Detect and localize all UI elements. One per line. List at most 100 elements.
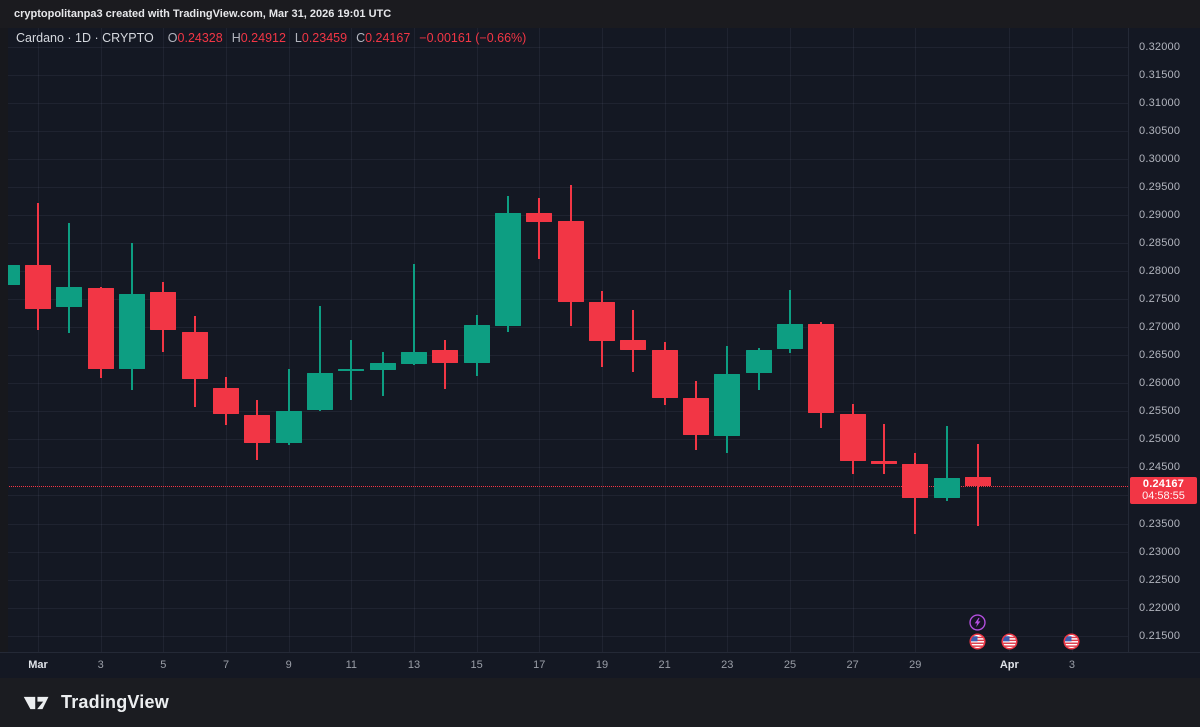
tradingview-logomark-icon [22, 692, 52, 714]
price-gridline [0, 158, 1128, 160]
change-value: −0.00161 (−0.66%) [419, 31, 527, 45]
candle-wick [319, 305, 321, 412]
candle-body [87, 288, 114, 370]
candle-wick [882, 423, 885, 475]
ohlc-low-value: 0.23459 [301, 31, 348, 45]
time-tick-label: 15 [470, 659, 483, 671]
us-flag-marker-icon[interactable] [969, 632, 986, 650]
price-tick-label: 0.27500 [1139, 293, 1181, 305]
price-tick-label: 0.30500 [1139, 124, 1181, 137]
price-tick-label: 0.22000 [1139, 601, 1181, 614]
ohlc-close-value: 0.24167 [365, 31, 411, 45]
pane-left-edge [0, 28, 8, 652]
candle-body [150, 292, 177, 331]
price-axis[interactable]: 0.24167 04:58:55 0.32000 0.31500 0.31000 0.… [1128, 28, 1200, 652]
time-gridline [38, 28, 39, 652]
candle-body [964, 477, 991, 486]
price-tick-label: 0.21500 [1139, 629, 1181, 642]
time-gridline [915, 28, 917, 652]
ohlc-close-label: C [356, 31, 366, 45]
bar-countdown: 04:58:55 [1142, 490, 1185, 503]
legend: Cardano · 1D · CRYPTO O0.24328 H0.24912 L0.… [16, 31, 526, 45]
price-gridline [0, 523, 1128, 525]
chart-plot[interactable] [0, 28, 1128, 652]
candle-wick [413, 263, 415, 365]
time-gridline [539, 28, 541, 652]
candle-body [683, 398, 709, 436]
time-tick-label: 23 [721, 659, 734, 671]
candle-body [714, 373, 741, 437]
candle-wick [381, 351, 384, 397]
candle-body [244, 415, 271, 444]
candle-body [119, 294, 145, 370]
symbol-title[interactable]: Cardano · 1D · CRYPTO [16, 31, 154, 45]
time-axis[interactable]: Mar 3 5 7 9 11 13 15 17 19 21 23 25 27 29 Apr 3 [0, 652, 1200, 678]
time-tick-label: 3 [1068, 659, 1075, 671]
time-tick-label: 29 [909, 659, 922, 671]
candle-body [463, 325, 490, 363]
candle-body [777, 323, 803, 350]
time-tick-label: 11 [345, 659, 358, 671]
ohlc-high-label: H [231, 31, 241, 45]
price-tick-label: 0.29500 [1139, 180, 1181, 193]
price-tick-label: 0.23500 [1139, 517, 1181, 530]
price-tick-label: 0.26000 [1139, 377, 1181, 390]
time-tick-label: 21 [658, 659, 671, 671]
candle-body [495, 212, 521, 326]
candle-body [839, 414, 866, 461]
time-gridline [288, 28, 290, 652]
brand-wordmark: TradingView [61, 692, 169, 712]
price-gridline [0, 214, 1128, 216]
candle-body [589, 302, 615, 341]
candle-wick [287, 369, 290, 445]
time-gridline [1071, 28, 1073, 652]
price-gridline [0, 355, 1128, 357]
price-tick-label: 0.26500 [1139, 349, 1181, 362]
footer: TradingView [0, 678, 1200, 727]
price-gridline [0, 495, 1128, 497]
last-price-line [0, 486, 1128, 488]
candle-body [557, 221, 584, 302]
candle-body [526, 212, 553, 222]
candle-body [213, 388, 239, 415]
time-gridline [852, 28, 854, 652]
price-tick-label: 0.24500 [1139, 461, 1181, 474]
lightning-marker-icon[interactable] [969, 613, 987, 631]
tradingview-logo[interactable]: TradingView [22, 692, 169, 714]
price-gridline [0, 383, 1128, 385]
candle-body [870, 460, 897, 464]
last-price-label[interactable]: 0.24167 04:58:55 [1130, 477, 1197, 505]
candle-body [651, 349, 678, 399]
candle-body [620, 340, 647, 350]
time-gridline [727, 28, 729, 652]
time-gridline [226, 28, 227, 652]
price-tick-label: 0.30000 [1139, 152, 1181, 165]
time-tick-label: Apr [999, 659, 1019, 671]
price-tick-label: 0.31000 [1139, 96, 1181, 109]
price-tick-label: 0.25500 [1139, 405, 1181, 418]
candle-body [338, 369, 365, 372]
time-tick-label: 9 [285, 659, 292, 671]
candle-body [432, 350, 459, 363]
price-tick-label: 0.22500 [1139, 573, 1181, 586]
price-gridline [0, 186, 1128, 188]
price-gridline [0, 46, 1128, 48]
price-gridline [0, 102, 1128, 104]
candle-body [902, 463, 929, 499]
time-gridline [1009, 28, 1011, 652]
time-tick-label: Mar [28, 659, 48, 671]
time-tick-label: 19 [595, 659, 609, 671]
price-tick-label: 0.32000 [1139, 40, 1181, 53]
candle-body [369, 363, 396, 371]
candle-wick [68, 222, 71, 334]
price-tick-label: 0.23000 [1139, 545, 1181, 558]
price-tick-label: 0.28500 [1139, 236, 1181, 249]
time-tick-label: 5 [160, 659, 167, 671]
candle-wick [444, 340, 447, 390]
price-gridline [0, 327, 1128, 329]
price-tick-label: 0.25000 [1139, 433, 1181, 446]
us-flag-marker-icon[interactable] [1001, 632, 1018, 650]
us-flag-marker-icon[interactable] [1063, 632, 1080, 650]
time-tick-label: 25 [783, 659, 797, 671]
